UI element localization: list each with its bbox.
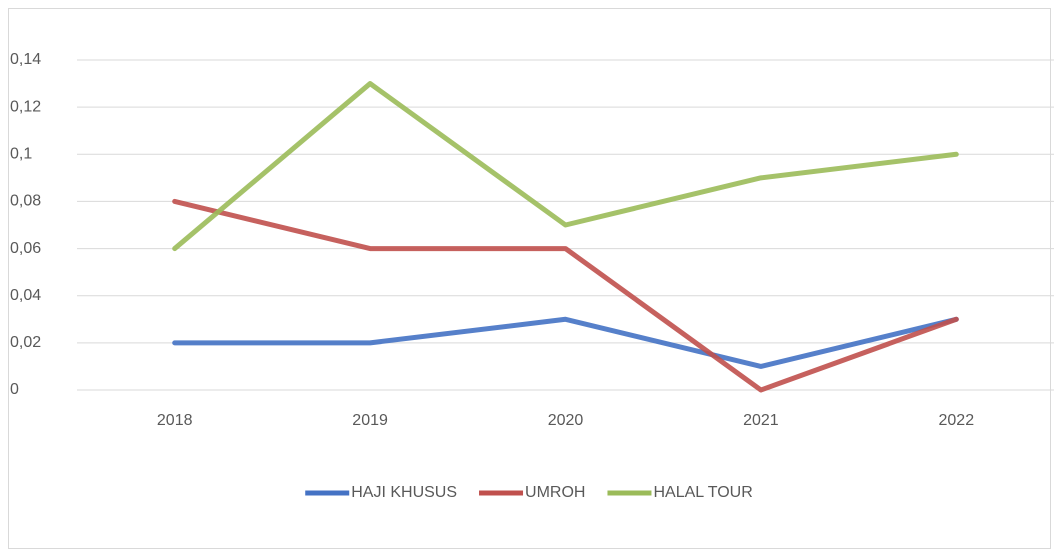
y-tick-label: 0,06: [10, 240, 41, 257]
y-tick-label: 0,04: [10, 287, 41, 304]
y-tick-label: 0,02: [10, 334, 41, 351]
legend-label: HALAL TOUR: [653, 484, 752, 501]
x-tick-label: 2019: [352, 412, 388, 429]
legend-label: UMROH: [525, 484, 585, 501]
y-tick-label: 0,14: [10, 51, 41, 68]
series-line: [172, 198, 959, 393]
y-tick-label: 0: [10, 381, 19, 398]
y-tick-label: 0,12: [10, 98, 41, 115]
chart-frame: [8, 8, 1051, 549]
y-tick-label: 0,08: [10, 193, 41, 210]
x-tick-label: 2021: [743, 412, 779, 429]
x-tick-label: 2018: [157, 412, 193, 429]
series-line: [172, 81, 959, 252]
x-tick-label: 2020: [548, 412, 584, 429]
x-tick-label: 2022: [939, 412, 975, 429]
series-line: [172, 316, 959, 369]
y-tick-label: 0,1: [10, 146, 32, 163]
legend-label: HAJI KHUSUS: [351, 484, 457, 501]
